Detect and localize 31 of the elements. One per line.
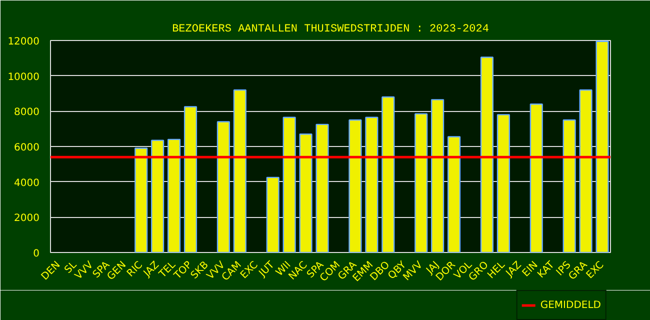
bar [184,106,198,252]
bar [431,99,444,252]
bar [168,138,181,252]
bar [299,134,312,252]
y-tick-label: 10000 [8,72,40,83]
y-tick-label: 12000 [8,36,40,48]
bar [579,89,592,252]
bar [480,56,494,252]
bar [216,121,230,252]
bar [348,119,362,252]
bar [365,116,378,252]
chart-title: BEZOEKERS AANTALLEN THUISWEDSTRIJDEN : 2023-2024 [172,24,490,36]
bar [596,40,609,252]
bar [233,89,246,252]
y-tick-label: 2000 [14,213,40,224]
bar [282,116,296,252]
bar [530,104,543,252]
y-tick-label: 6000 [14,142,40,154]
bar [496,114,510,252]
y-tick-label: 8000 [14,107,40,118]
bar [562,119,576,252]
bar [134,148,148,252]
bar [266,176,280,252]
legend-label: GEMIDDELD [540,300,601,310]
bar [382,96,395,252]
bar [414,113,428,252]
y-tick-label: 0 [33,248,40,260]
bar [151,140,164,252]
bar [448,136,461,252]
y-tick-label: 4000 [14,178,40,189]
bar [316,124,329,252]
